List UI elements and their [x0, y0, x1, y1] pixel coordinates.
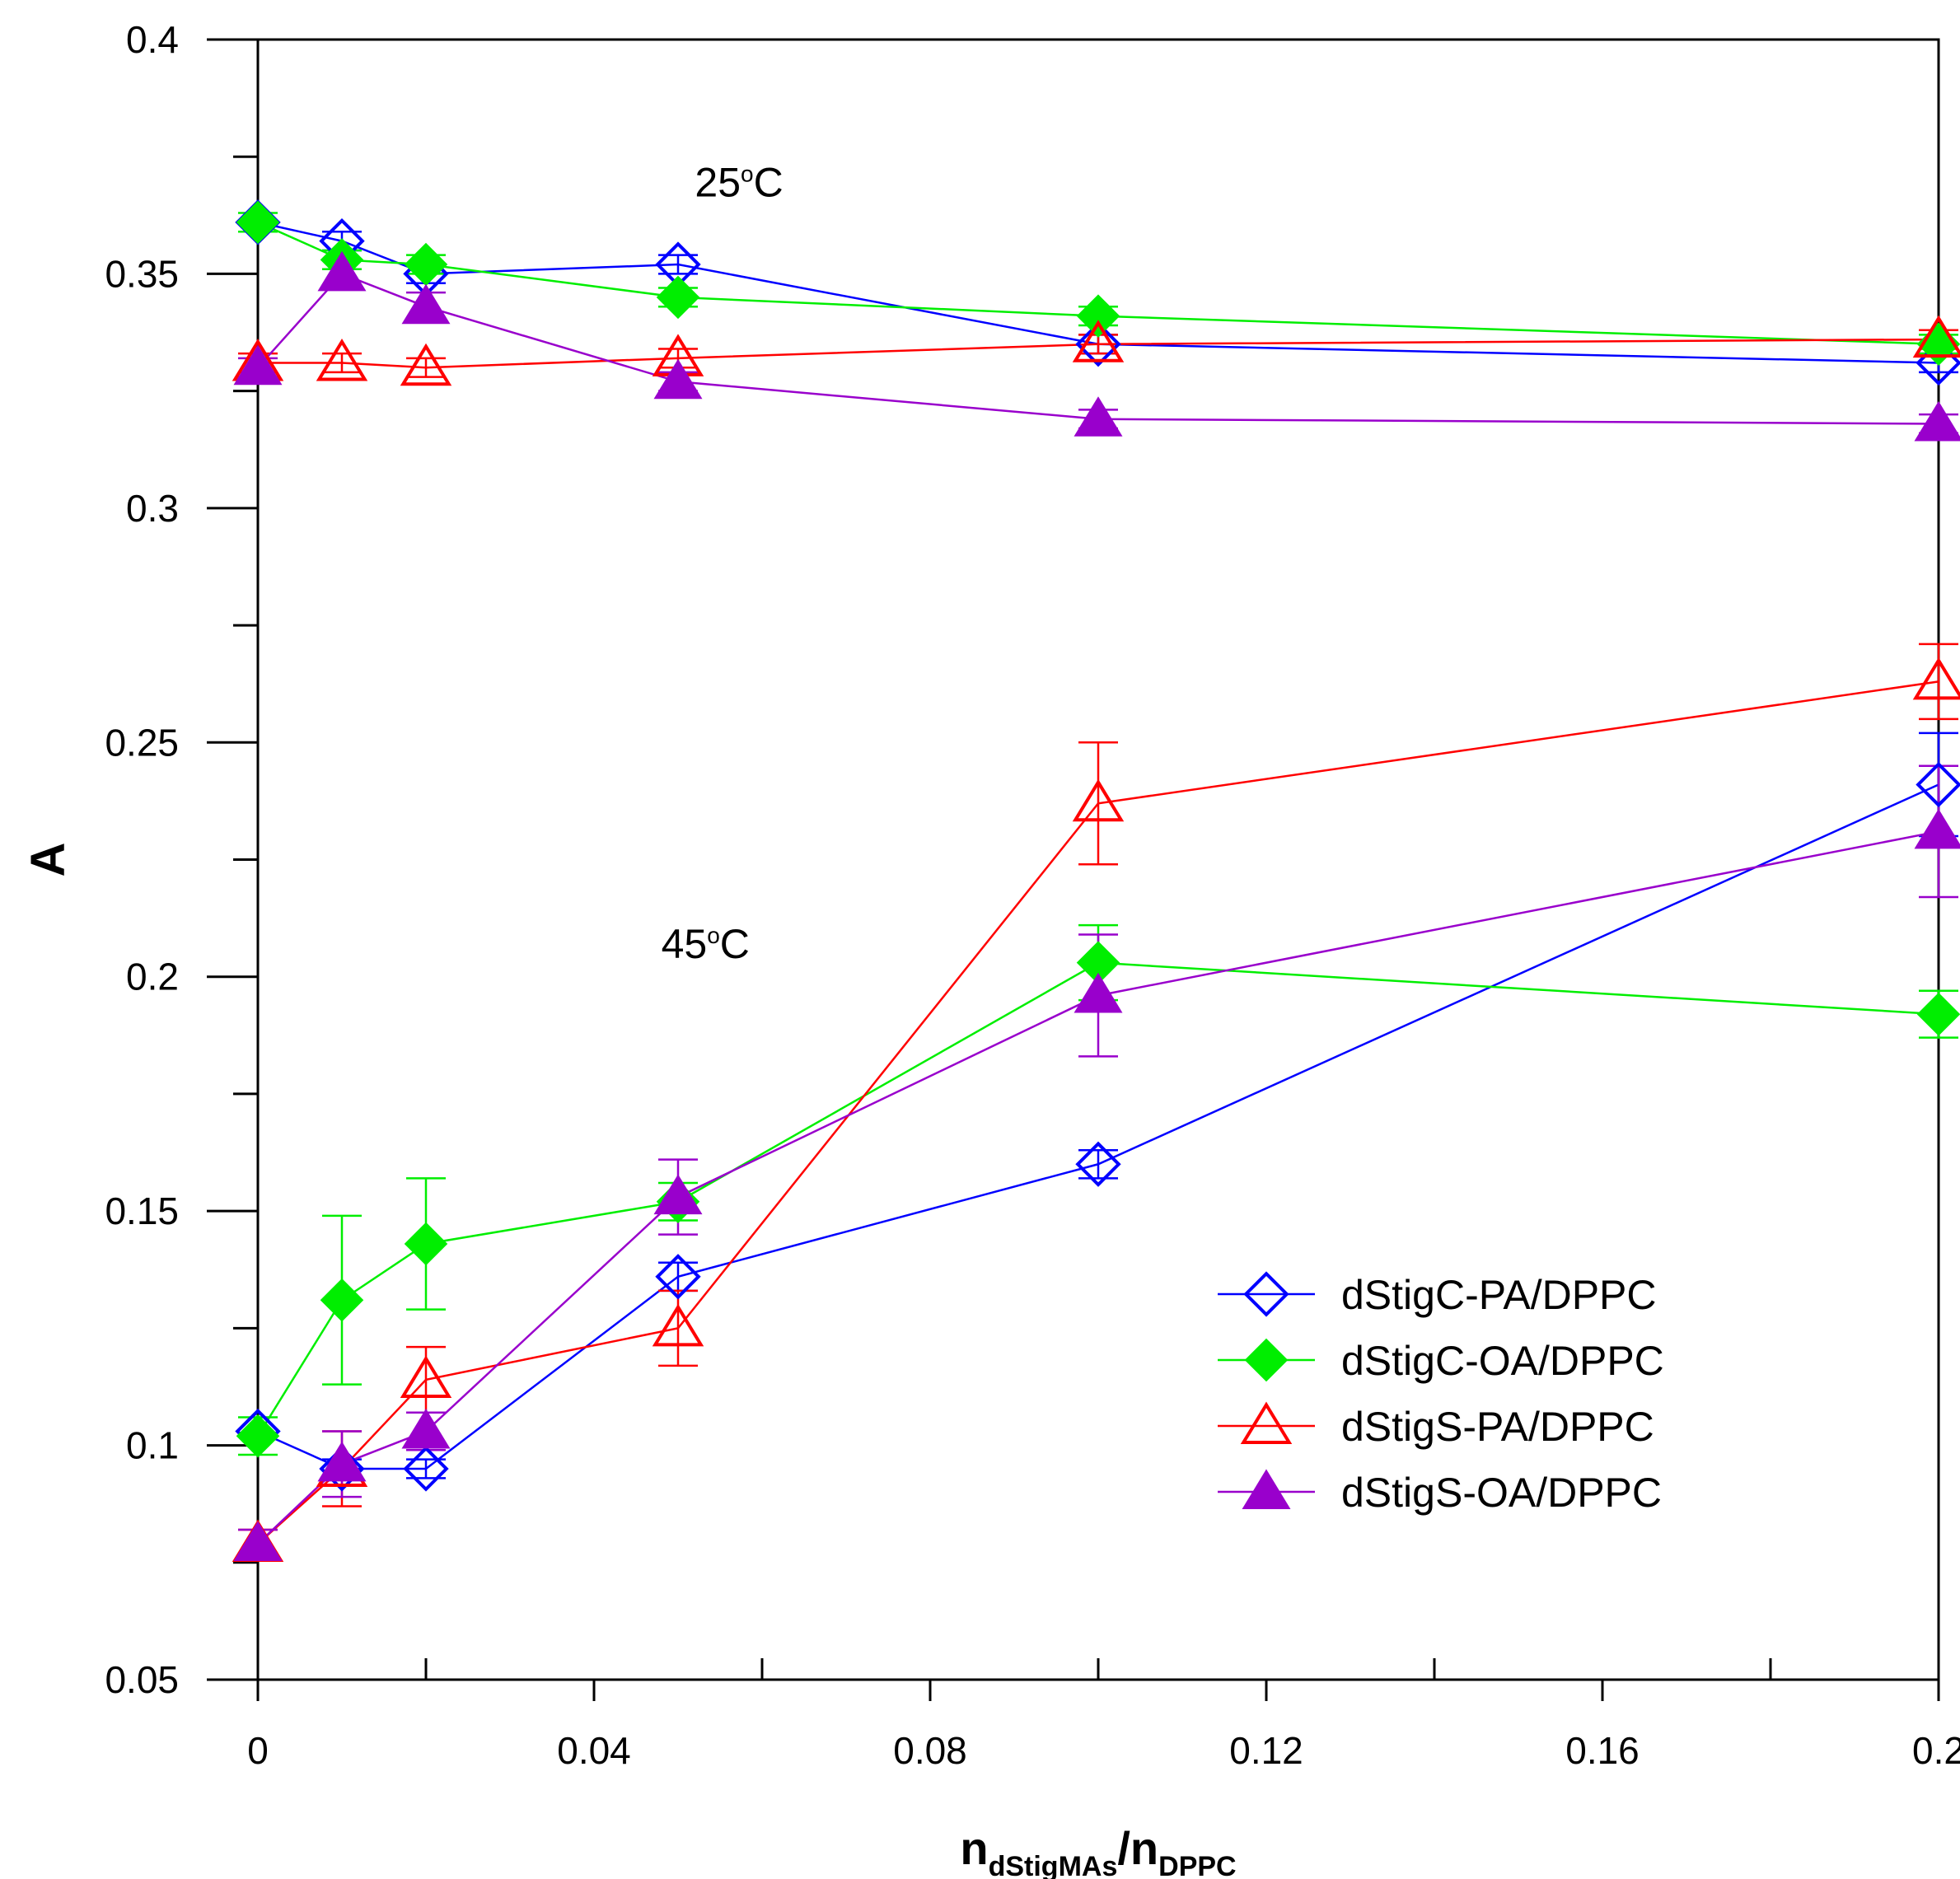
y-tick-label: 0.1 — [126, 1424, 179, 1467]
y-tick-label: 0.2 — [126, 956, 179, 998]
legend-item: dStigS-PA/DPPC — [1218, 1401, 1654, 1450]
filled-diamond-marker — [1916, 992, 1960, 1036]
filled-diamond-marker — [236, 200, 280, 245]
x-axis-title: ndStigMAs/nDPPC — [960, 1822, 1236, 1879]
series-layer — [232, 199, 1960, 1563]
open-triangle-marker — [1240, 1401, 1293, 1445]
open-triangle-marker — [316, 339, 368, 381]
open-diamond-marker — [403, 1446, 449, 1492]
legend-label: dStigS-PA/DPPC — [1341, 1404, 1654, 1450]
filled-triangle-marker — [1074, 396, 1123, 437]
filled-diamond-marker — [320, 1278, 364, 1322]
series-line — [257, 221, 1939, 364]
open-triangle-marker — [1912, 315, 1960, 358]
y-tick-label: 0.05 — [105, 1658, 179, 1701]
series-line — [256, 961, 1939, 1437]
filled-triangle-marker — [653, 1174, 703, 1215]
y-tick-label: 0.35 — [105, 252, 179, 295]
legend-label: dStigS-OA/DPPC — [1341, 1470, 1662, 1516]
x-tick-label: 0 — [247, 1729, 269, 1772]
temperature-label: 25oC — [695, 160, 783, 206]
y-tick-label: 0.3 — [126, 487, 179, 530]
markers-dStigS-PA/DPPC — [232, 315, 1960, 1563]
y-tick-label: 0.4 — [126, 18, 179, 61]
x-axis-title-subscript: dStigMAs — [989, 1851, 1118, 1879]
open-diamond-marker — [1075, 1141, 1121, 1187]
degree-symbol: o — [707, 923, 720, 948]
open-triangle-marker — [1072, 778, 1125, 822]
open-diamond-marker — [1075, 321, 1121, 367]
open-triangle-marker — [652, 1303, 704, 1347]
open-triangle-marker — [400, 343, 452, 386]
x-tick-label: 0.12 — [1229, 1729, 1303, 1772]
open-diamond-marker — [1243, 1271, 1289, 1317]
filled-triangle-marker — [401, 1408, 451, 1449]
tick-labels: 0 0.04 0.08 0.12 0.16 0.2 0.05 0.1 0.15 0.2 0.25 0.… — [105, 18, 1960, 1772]
x-axis-title-subscript: DPPC — [1158, 1851, 1236, 1879]
x-tick-label: 0.04 — [557, 1729, 631, 1772]
filled-diamond-marker — [1076, 294, 1120, 338]
filled-triangle-marker — [317, 1441, 367, 1482]
filled-triangle-marker — [1242, 1469, 1291, 1510]
filled-diamond-marker — [1244, 1338, 1289, 1382]
filled-triangle-marker — [1914, 400, 1960, 442]
legend-item: dStigC-PA/DPPC — [1218, 1271, 1657, 1318]
legend-label: dStigC-PA/DPPC — [1341, 1272, 1657, 1318]
y-tick-label: 0.15 — [105, 1190, 179, 1232]
open-diamond-marker — [319, 1446, 365, 1492]
open-triangle-marker — [400, 1355, 452, 1398]
open-triangle-marker — [1912, 657, 1960, 700]
filled-triangle-marker — [317, 250, 367, 292]
legend-label: dStigC-OA/DPPC — [1341, 1338, 1664, 1384]
legend-item: dStigC-OA/DPPC — [1218, 1338, 1664, 1384]
x-tick-label: 0.08 — [893, 1729, 967, 1772]
temperature-unit: C — [720, 921, 750, 967]
filled-triangle-marker — [1074, 972, 1123, 1013]
filled-diamond-marker — [404, 1222, 448, 1266]
filled-triangle-marker — [1914, 808, 1960, 849]
filled-diamond-marker — [236, 1414, 280, 1458]
open-diamond-marker — [655, 1254, 701, 1300]
filled-triangle-marker — [233, 1521, 283, 1562]
x-axis-title-part: /n — [1117, 1822, 1158, 1874]
x-tick-label: 0.2 — [1912, 1729, 1960, 1772]
filled-triangle-marker — [233, 344, 283, 386]
temperature-value: 45 — [662, 921, 708, 967]
open-triangle-marker — [1072, 320, 1125, 362]
degree-symbol: o — [741, 161, 754, 187]
markers-dStigS-OA/DPPC — [233, 250, 1960, 1562]
filled-diamond-marker — [656, 275, 700, 320]
legend-item: dStigS-OA/DPPC — [1218, 1469, 1662, 1516]
filled-triangle-marker — [401, 283, 451, 325]
temperature-label: 45oC — [662, 921, 750, 967]
filled-triangle-marker — [653, 358, 703, 400]
legend: dStigC-PA/DPPC dStigC-OA/DPPC dStigS-PA/DP… — [1218, 1271, 1664, 1516]
x-axis-title-part: n — [960, 1822, 988, 1874]
open-diamond-marker — [1916, 761, 1960, 808]
temperature-unit: C — [754, 160, 784, 206]
y-axis-title: A — [21, 843, 75, 877]
temperature-value: 25 — [695, 160, 741, 206]
x-tick-label: 0.16 — [1565, 1729, 1640, 1772]
y-tick-label: 0.25 — [105, 721, 179, 764]
